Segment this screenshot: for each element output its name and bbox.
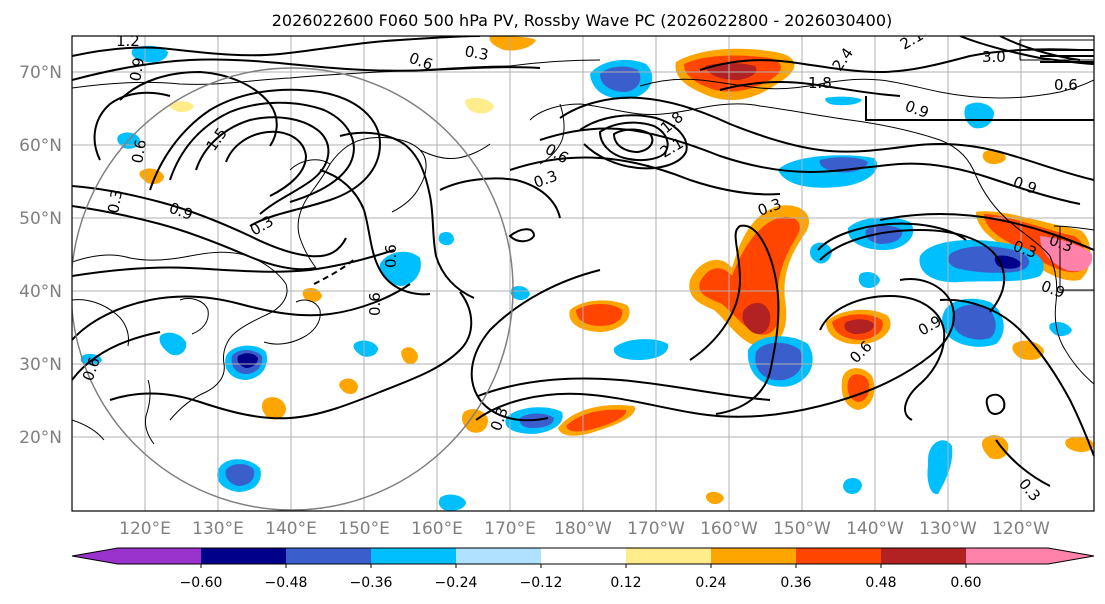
pos-anomaly-small-10 <box>489 36 536 51</box>
colorbar-segment-9 <box>881 548 966 564</box>
pos-anomaly-small-11 <box>705 491 724 505</box>
pos-anomaly-south-core <box>566 409 627 432</box>
longitude-labels: 120°E 130°E 140°E 150°E 160°E 170°E 180°… <box>119 519 1050 539</box>
contour-label: 1.2 <box>116 32 140 50</box>
colorbar-segment-3 <box>371 548 456 564</box>
pos-anomaly-small-13 <box>169 101 194 113</box>
negative-anomalies <box>80 45 1072 511</box>
colorbar-segment-2 <box>286 548 371 564</box>
lat-label-50: 50°N <box>19 209 62 229</box>
colorbar-segment-7 <box>711 548 796 564</box>
pos-anomaly-small-14 <box>465 98 494 114</box>
dateline <box>313 257 357 285</box>
lat-label-70: 70°N <box>19 63 62 83</box>
contour-label: 0.6 <box>366 292 384 316</box>
lon-label-160e: 160°E <box>411 519 463 539</box>
lon-label-120e: 120°E <box>119 519 171 539</box>
colorbar-segment-5 <box>541 548 626 564</box>
neg-anomaly-small-10 <box>438 494 466 511</box>
lon-label-130w: 130°W <box>919 519 977 539</box>
colorbar-outline <box>71 547 1095 565</box>
pv-contours <box>72 36 1094 487</box>
pos-anomaly-coast-peak <box>1040 236 1093 272</box>
lon-label-150e: 150°E <box>338 519 390 539</box>
colorbar-tick-label: −0.24 <box>435 575 478 591</box>
neg-anomaly-small-1 <box>379 251 421 286</box>
colorbar-tick-label: 0.24 <box>695 575 726 591</box>
colorbar-tick-label: 0.48 <box>865 575 896 591</box>
lon-label-140w: 140°W <box>846 519 904 539</box>
contour-label: 0.9 <box>126 56 148 83</box>
coastlines <box>72 39 1094 445</box>
neg-anomaly-south-1-core <box>225 464 255 486</box>
pos-anomaly-small-1 <box>261 397 286 420</box>
lon-label-180w: 180°W <box>554 519 612 539</box>
pos-anomaly-tongue-peak <box>742 302 771 334</box>
lon-label-120w: 120°W <box>992 519 1050 539</box>
map-frame <box>71 35 1095 512</box>
colorbar: −0.60 −0.48 −0.36 −0.24 −0.12 0.12 0.24 … <box>71 547 1095 591</box>
pos-anomaly-small-7 <box>1065 436 1094 452</box>
lat-label-60: 60°N <box>19 136 62 156</box>
neg-anomaly-small-8 <box>809 242 832 264</box>
neg-anomaly-small-5 <box>159 332 187 356</box>
contour-label: 0.3 <box>463 42 490 64</box>
neg-anomaly-small-11 <box>510 286 530 301</box>
colorbar-tick-label: 0.60 <box>950 575 981 591</box>
neg-anomaly-small-7 <box>927 440 953 495</box>
colorbar-tick-label: −0.60 <box>180 575 223 591</box>
colorbar-segment-10 <box>966 548 1094 564</box>
neg-anomaly-central <box>613 339 669 360</box>
lon-label-130e: 130°E <box>192 519 244 539</box>
colorbar-segment-8 <box>796 548 881 564</box>
pos-anomaly-small-9 <box>982 150 1006 165</box>
lon-label-150w: 150°W <box>773 519 831 539</box>
neg-anomaly-small-6 <box>353 340 378 357</box>
pos-anomaly-east-2-core <box>847 374 870 402</box>
colorbar-tick-label: 0.12 <box>610 575 641 591</box>
reference-circle <box>72 67 514 511</box>
lat-label-20: 20°N <box>19 428 62 448</box>
map-title: 2026022600 F060 500 hPa PV, Rossby Wave … <box>272 11 893 30</box>
colorbar-tick-label: −0.36 <box>350 575 393 591</box>
pos-anomaly-small-5 <box>981 435 1009 460</box>
neg-anomaly-bering-core <box>600 66 641 92</box>
colorbar-segment-1 <box>201 548 286 564</box>
neg-anomaly-small-13 <box>438 232 454 246</box>
colorbar-tick-label: −0.12 <box>520 575 563 591</box>
pos-anomaly-tongue-core <box>699 216 800 335</box>
lat-label-30: 30°N <box>19 355 62 375</box>
colorbar-segment-4 <box>456 548 541 564</box>
colorbar-segment-0 <box>72 548 201 564</box>
colorbar-tick-label: −0.48 <box>265 575 308 591</box>
neg-anomaly-sw-core <box>755 342 803 381</box>
contour-label: 1.8 <box>808 74 832 92</box>
lat-label-40: 40°N <box>19 282 62 302</box>
neg-anomaly-small-9 <box>843 478 862 494</box>
neg-anomaly-se-core <box>951 304 996 340</box>
colorbar-segment-6 <box>626 548 711 564</box>
lon-label-140e: 140°E <box>265 519 317 539</box>
neg-anomaly-small-2 <box>964 102 994 129</box>
contour-label: 0.6 <box>128 138 150 165</box>
contour-label: 3.0 <box>982 48 1006 66</box>
latitude-labels: 70°N 60°N 50°N 40°N 30°N 20°N <box>19 63 62 448</box>
pos-anomaly-east-1-peak <box>844 319 874 334</box>
pos-anomaly-central-1-core <box>576 304 623 326</box>
lon-label-160w: 160°W <box>700 519 758 539</box>
contour-label: 0.6 <box>382 244 400 268</box>
neg-anomaly-small-14 <box>825 96 862 106</box>
pos-anomaly-small-3 <box>339 378 358 394</box>
pos-anomaly-small-6 <box>1012 340 1044 360</box>
contour-label: 0.3 <box>104 188 126 215</box>
pos-anomaly-small-4 <box>401 347 418 364</box>
pos-anomaly-small-12 <box>302 288 322 303</box>
lon-label-170w: 170°W <box>627 519 685 539</box>
colorbar-tick-label: 0.36 <box>780 575 811 591</box>
contour-label: 0.6 <box>1054 76 1078 94</box>
neg-anomaly-small-16 <box>1049 322 1072 337</box>
neg-anomaly-small-3 <box>131 45 168 63</box>
lon-label-170e: 170°E <box>484 519 536 539</box>
